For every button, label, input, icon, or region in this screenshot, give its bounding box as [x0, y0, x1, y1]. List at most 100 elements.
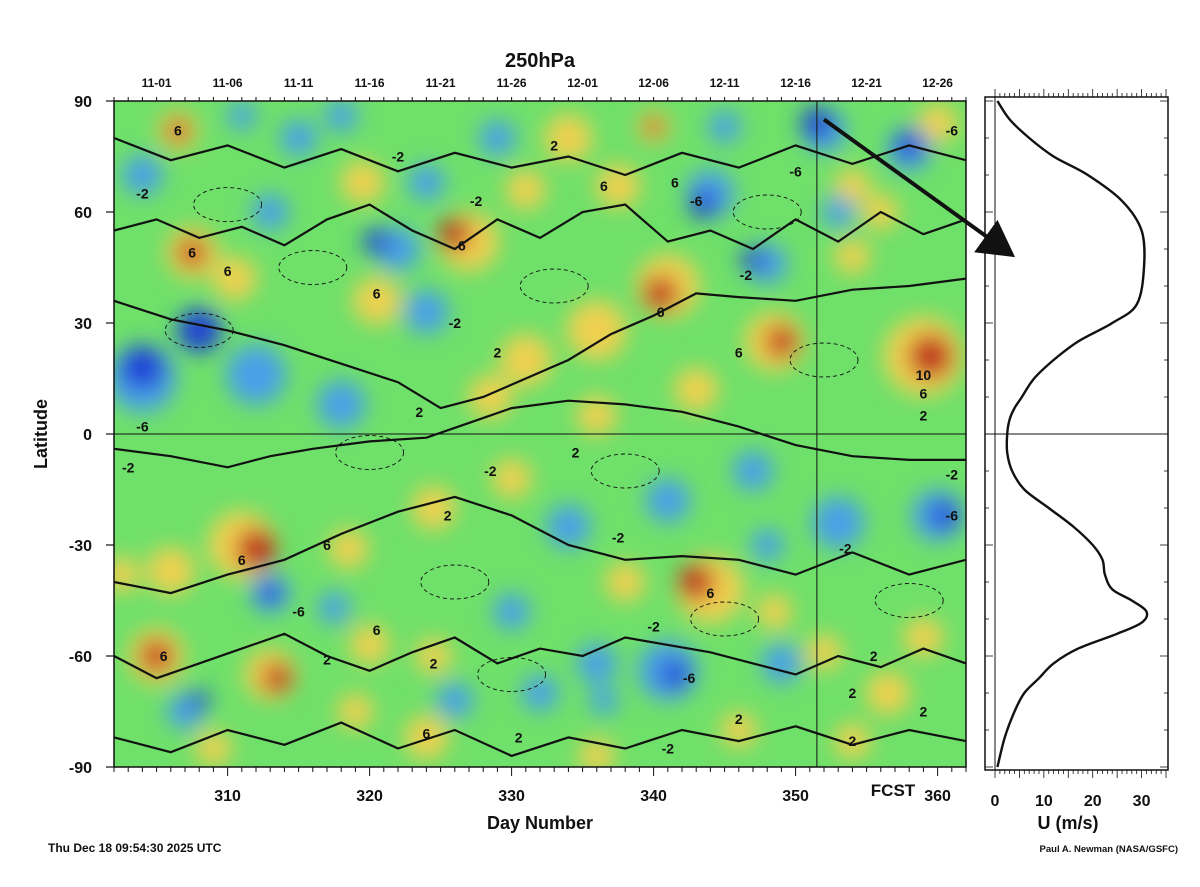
contour-label: 6	[238, 552, 246, 568]
contour-label: 6	[373, 285, 381, 301]
field-blob	[812, 496, 865, 549]
x-tick-label: 360	[924, 788, 951, 805]
contour-label: -2	[946, 467, 959, 483]
date-tick-label: 11-01	[142, 76, 172, 90]
contour-line	[114, 721, 966, 758]
field-blob	[404, 289, 449, 334]
field-blob	[660, 660, 689, 689]
field-blob	[262, 663, 293, 694]
field-blob	[930, 501, 959, 530]
y-axis-ticks: 90 60 30 0 -30 -60 -90	[69, 94, 114, 777]
forecast-label: FCST	[871, 781, 916, 800]
annotation-arrow	[822, 117, 1016, 258]
x-axis-ticks: 310 320 330 340 350 360	[113, 767, 967, 805]
x-tick-label: 330	[498, 788, 525, 805]
profile-mean-wind-line	[996, 100, 1149, 768]
contour-label: 2	[572, 445, 580, 461]
y-tick-label: 0	[83, 427, 92, 444]
y-tick-label: 30	[74, 316, 92, 333]
date-tick-label: 11-06	[213, 76, 243, 90]
dashed-contour	[477, 657, 547, 692]
date-axis-ticks: 11-01 11-06 11-11 11-16 11-21 11-26 12-01 12-06…	[113, 76, 967, 101]
field-blob	[491, 458, 532, 499]
contour-label: 2	[550, 137, 558, 153]
y-tick-label: -90	[69, 760, 92, 777]
x-tick-label: 340	[640, 788, 667, 805]
contour-label: -2	[392, 149, 405, 165]
profile-ticks: 0 10 20 30	[985, 89, 1168, 810]
date-tick-label: 11-26	[497, 76, 527, 90]
contour-label: 6	[920, 385, 928, 401]
chart-title: 250hPa	[505, 50, 576, 72]
field-blob	[122, 155, 163, 195]
field-blob	[834, 723, 871, 760]
field-blob	[349, 624, 390, 665]
contour-label: -2	[839, 541, 852, 557]
timestamp: Thu Dec 18 09:54:30 2025 UTC	[48, 841, 222, 855]
contour-label: -2	[122, 459, 135, 475]
x-tick-label: 310	[214, 788, 241, 805]
contour-label: -2	[484, 463, 497, 479]
credit: Paul A. Newman (NASA/GSFC)	[1040, 844, 1178, 855]
contour-label: 2	[735, 711, 743, 727]
field-blob	[411, 486, 456, 530]
contour-label: 2	[515, 729, 523, 745]
contour-label: -6	[789, 163, 802, 179]
field-blob	[408, 164, 445, 201]
contour-label: 10	[916, 367, 932, 383]
date-tick-label: 11-21	[426, 76, 456, 90]
contour-label: 6	[224, 263, 232, 279]
contour-label: 6	[735, 345, 743, 361]
contour-label: -2	[662, 741, 675, 757]
field-blob	[337, 693, 374, 730]
contour-label: 6	[373, 622, 381, 638]
contour-label: 2	[415, 404, 423, 420]
contour-label: 2	[849, 733, 857, 749]
field-blob	[678, 564, 715, 600]
date-tick-label: 12-16	[780, 76, 811, 90]
x-tick-label: 350	[782, 788, 809, 805]
profile-x-tick-label: 0	[991, 793, 1000, 810]
field-blob	[751, 529, 784, 561]
field-blob	[834, 168, 871, 205]
profile-x-axis-label: U (m/s)	[1037, 813, 1098, 833]
profile-panel: 0 10 20 30	[984, 89, 1169, 810]
field-blob	[733, 451, 773, 491]
field-blob	[318, 591, 351, 624]
contour-label: -2	[449, 315, 462, 331]
field-blob	[765, 325, 798, 358]
field-blob	[120, 345, 165, 390]
dashed-contour	[278, 250, 348, 285]
field-blob	[756, 593, 793, 630]
date-tick-label: 12-26	[922, 76, 953, 90]
field-blob	[544, 114, 593, 162]
date-tick-label: 12-01	[567, 76, 598, 90]
field-blob	[493, 593, 530, 630]
field-blob	[834, 238, 871, 275]
field-blob	[212, 256, 257, 301]
field-blob	[189, 690, 210, 711]
contour-label: 6	[323, 537, 331, 553]
contour-label: 2	[920, 704, 928, 720]
date-tick-label: 11-16	[355, 76, 385, 90]
field-blob	[140, 640, 173, 672]
field-blob	[436, 682, 473, 719]
contour-label: 2	[323, 652, 331, 668]
y-axis-label: Latitude	[31, 399, 51, 469]
field-blob	[468, 375, 513, 419]
field-blob	[363, 228, 390, 255]
field-blob	[566, 300, 627, 361]
y-tick-label: 90	[74, 94, 92, 111]
field-blob	[166, 119, 189, 142]
field-blob	[317, 380, 366, 429]
field-blob	[352, 276, 401, 325]
field-blob	[605, 562, 646, 602]
field-blob	[177, 308, 222, 353]
field-blob	[917, 103, 958, 144]
dashed-contour	[732, 194, 802, 230]
contour-label: 6	[600, 178, 608, 194]
field-blob	[505, 169, 546, 210]
contour-label: 2	[430, 655, 438, 671]
contour-label: 2	[849, 685, 857, 701]
field-blob	[114, 556, 140, 593]
